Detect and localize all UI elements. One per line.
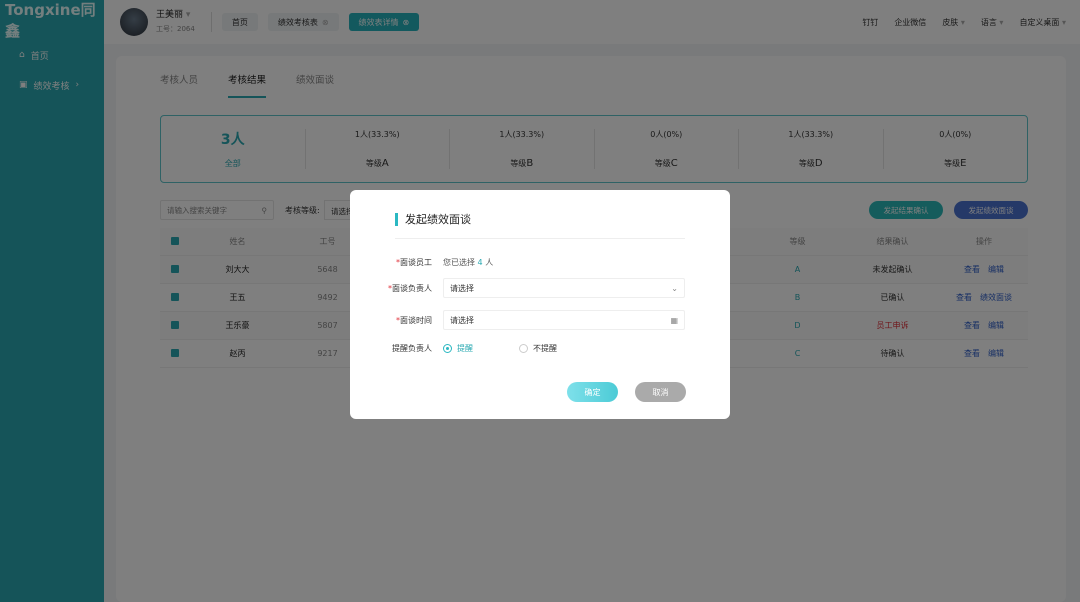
time-label: 面谈时间 (400, 315, 432, 325)
radio-unchecked-icon (519, 343, 528, 353)
owner-placeholder: 请选择 (450, 283, 474, 293)
employees-pre: 您已选择 (443, 257, 475, 267)
remind-radio-yes[interactable]: 提醒 (443, 343, 473, 354)
time-placeholder: 请选择 (450, 315, 474, 325)
divider (395, 238, 685, 239)
owner-label: 面谈负责人 (392, 283, 432, 293)
interview-modal: 发起绩效面谈 *面谈员工 您已选择 4 人 *面谈负责人 请选择 ⌄ *面谈时间 … (350, 190, 730, 419)
remind-radio-no[interactable]: 不提醒 (519, 343, 557, 354)
cancel-button[interactable]: 取消 (635, 382, 686, 402)
owner-select[interactable]: 请选择 ⌄ (443, 278, 685, 298)
radio-checked-icon (443, 343, 452, 353)
employees-unit: 人 (485, 257, 494, 267)
time-picker[interactable]: 请选择 ▦ (443, 310, 685, 330)
radio-label: 不提醒 (533, 343, 557, 353)
radio-label: 提醒 (457, 343, 473, 353)
employees-selected: 您已选择 4 人 (443, 257, 493, 268)
chevron-down-icon: ⌄ (671, 283, 678, 293)
remind-label: 提醒负责人 (392, 343, 432, 353)
modal-title: 发起绩效面谈 (395, 213, 471, 226)
employees-label: 面谈员工 (400, 257, 432, 267)
ok-button[interactable]: 确定 (567, 382, 618, 402)
employees-count: 4 (477, 257, 483, 267)
calendar-icon: ▦ (670, 315, 678, 325)
